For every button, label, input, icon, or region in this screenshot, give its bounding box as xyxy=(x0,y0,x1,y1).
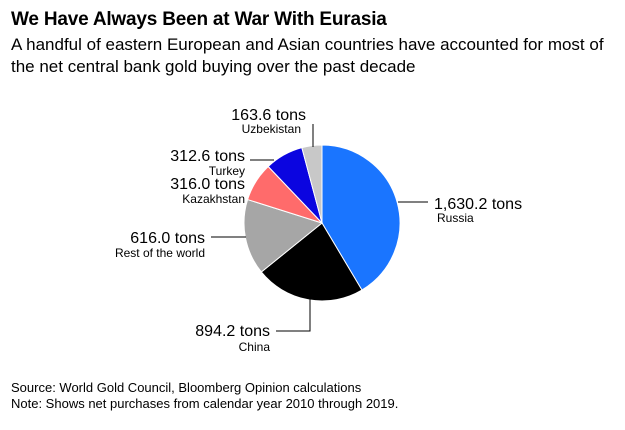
slice-value-label-uzbekistan: 163.6 tons xyxy=(231,107,306,124)
chart-title: We Have Always Been at War With Eurasia xyxy=(11,9,387,30)
slice-value-label-china: 894.2 tons xyxy=(195,323,270,340)
slice-name-label-china: China xyxy=(239,340,271,354)
source-note: Source: World Gold Council, Bloomberg Op… xyxy=(11,380,362,395)
slice-name-label-turkey: Turkey xyxy=(209,164,245,178)
slice-name-label-russia: Russia xyxy=(437,211,474,225)
leader-lines xyxy=(211,124,428,332)
leader-line-china xyxy=(276,297,311,332)
note-text: Note: Shows net purchases from calendar … xyxy=(11,396,399,411)
chart-subtitle: A handful of eastern European and Asian … xyxy=(11,35,604,76)
slice-name-label-uzbekistan: Uzbekistan xyxy=(242,122,301,136)
slice-value-label-russia: 1,630.2 tons xyxy=(434,196,522,213)
pie-slice-uzbekistan xyxy=(301,144,323,224)
slice-name-label-rest-of-the-world: Rest of the world xyxy=(115,246,205,260)
pie-slice-china xyxy=(260,222,363,302)
pie-slices xyxy=(243,144,401,302)
slice-value-label-rest-of-the-world: 616.0 tons xyxy=(130,230,205,247)
slice-name-label-kazakhstan: Kazakhstan xyxy=(182,192,245,206)
slice-value-label-kazakhstan: 316.0 tons xyxy=(170,176,245,193)
pie-slice-russia xyxy=(321,144,401,291)
slice-value-label-turkey: 312.6 tons xyxy=(170,148,245,165)
